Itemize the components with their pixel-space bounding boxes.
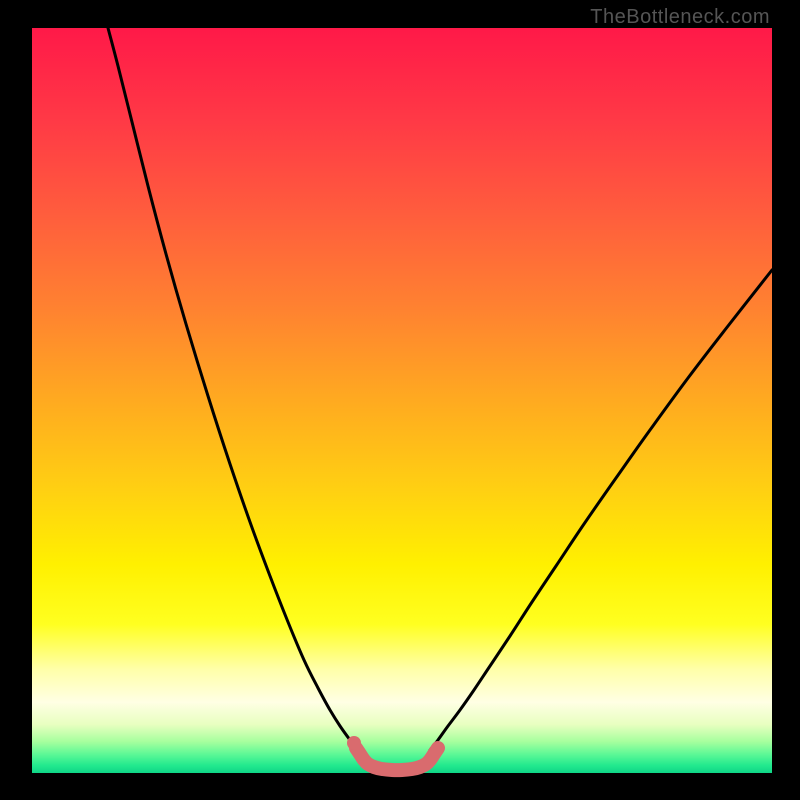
watermark-text: TheBottleneck.com: [590, 6, 770, 29]
left-curve: [108, 28, 358, 750]
flat-bottom-segment: [356, 748, 438, 770]
plot-area: [32, 28, 772, 773]
junction-dot: [347, 736, 361, 750]
outer-frame: TheBottleneck.com: [0, 0, 800, 800]
right-curve: [430, 270, 772, 750]
curve-svg: [32, 28, 772, 773]
